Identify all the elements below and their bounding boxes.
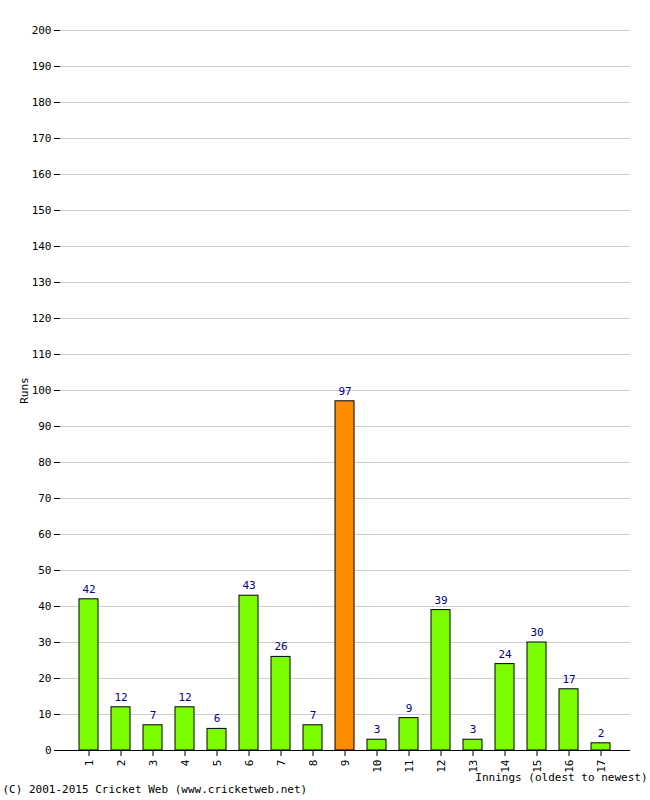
svg-text:6: 6 [243, 760, 256, 767]
svg-text:6: 6 [214, 712, 221, 725]
svg-text:110: 110 [32, 348, 52, 361]
svg-text:7: 7 [310, 709, 317, 722]
svg-text:17: 17 [594, 759, 608, 773]
svg-text:30: 30 [530, 626, 543, 639]
svg-text:70: 70 [38, 492, 51, 505]
svg-text:97: 97 [338, 385, 351, 398]
svg-text:13: 13 [466, 759, 480, 773]
svg-text:150: 150 [32, 204, 52, 217]
svg-text:43: 43 [242, 579, 255, 592]
svg-text:80: 80 [38, 456, 51, 469]
svg-text:7: 7 [275, 760, 288, 767]
svg-text:160: 160 [32, 168, 52, 181]
svg-text:20: 20 [38, 672, 51, 685]
svg-text:50: 50 [38, 564, 51, 577]
svg-text:140: 140 [32, 240, 52, 253]
svg-text:2: 2 [598, 727, 605, 740]
svg-text:Innings (oldest to newest): Innings (oldest to newest) [475, 771, 647, 784]
svg-text:42: 42 [82, 583, 95, 596]
svg-text:14: 14 [498, 759, 512, 773]
svg-text:120: 120 [32, 312, 52, 325]
svg-text:26: 26 [274, 640, 287, 653]
svg-text:170: 170 [32, 132, 52, 145]
svg-text:0: 0 [45, 744, 52, 757]
svg-text:40: 40 [38, 600, 51, 613]
svg-text:(C) 2001-2015 Cricket Web (www: (C) 2001-2015 Cricket Web (www.cricketwe… [3, 783, 308, 796]
svg-text:9: 9 [406, 702, 413, 715]
svg-text:180: 180 [32, 96, 52, 109]
svg-text:24: 24 [498, 648, 512, 661]
svg-text:30: 30 [38, 636, 51, 649]
svg-text:16: 16 [562, 759, 576, 773]
svg-text:9: 9 [339, 760, 352, 767]
svg-text:4: 4 [179, 759, 192, 766]
svg-text:12: 12 [114, 691, 127, 704]
svg-text:190: 190 [32, 60, 52, 73]
svg-text:Runs: Runs [18, 377, 31, 404]
svg-text:100: 100 [32, 384, 52, 397]
svg-text:60: 60 [38, 528, 51, 541]
svg-text:10: 10 [371, 760, 384, 773]
svg-text:3: 3 [147, 760, 160, 767]
svg-text:3: 3 [374, 723, 381, 736]
svg-text:39: 39 [434, 594, 447, 607]
svg-text:15: 15 [530, 759, 544, 773]
svg-text:3: 3 [470, 723, 477, 736]
svg-text:11: 11 [403, 760, 416, 773]
svg-text:12: 12 [178, 691, 191, 704]
svg-text:130: 130 [32, 276, 52, 289]
svg-text:12: 12 [435, 760, 448, 773]
svg-text:7: 7 [150, 709, 157, 722]
svg-text:10: 10 [38, 708, 51, 721]
svg-text:8: 8 [307, 760, 320, 767]
svg-text:2: 2 [115, 760, 128, 767]
svg-text:90: 90 [38, 420, 51, 433]
svg-text:5: 5 [211, 760, 224, 767]
svg-text:200: 200 [32, 24, 52, 37]
svg-text:17: 17 [562, 673, 575, 686]
svg-text:1: 1 [83, 760, 96, 767]
